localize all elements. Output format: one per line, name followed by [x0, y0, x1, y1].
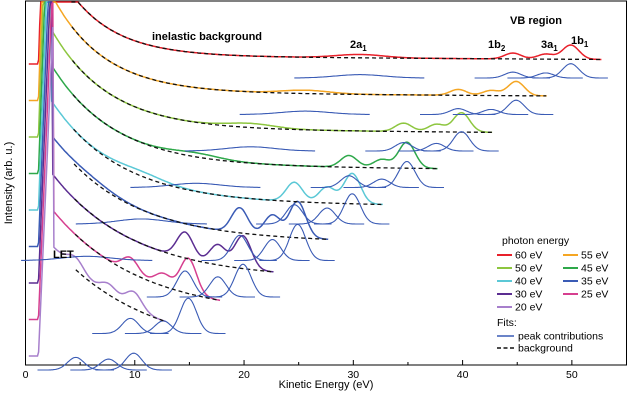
x-tick-label: 0 [23, 369, 29, 381]
plot-frame [25, 0, 627, 366]
background-fit [71, 60, 493, 133]
background-fit [74, 198, 274, 273]
peak-contribution [477, 99, 554, 116]
legend-label: 30 eV [515, 289, 542, 301]
fit-legend-label: peak contributions [518, 331, 603, 343]
x-tick-label: 40 [457, 369, 469, 381]
peak-contribution [288, 207, 365, 225]
peak-contribution [474, 71, 550, 79]
x-tick-label: 10 [129, 369, 141, 381]
peak-contribution [423, 131, 499, 152]
series-line [28, 26, 166, 357]
peak-contribution [70, 358, 147, 371]
let-label: LET [53, 249, 74, 261]
legend-label: 60 eV [515, 250, 542, 262]
legend-label: 55 eV [581, 250, 608, 262]
peak-contribution [239, 110, 370, 115]
legend-label: 25 eV [581, 289, 608, 301]
peak-label-1b1: 1b1 [571, 35, 589, 49]
legend-label: 35 eV [581, 276, 608, 288]
peak-contribution [37, 356, 114, 371]
x-tick-label: 50 [566, 369, 578, 381]
peak-contribution [259, 223, 335, 262]
peak-contribution [21, 255, 153, 261]
peak-contribution [294, 74, 425, 79]
x-tick-label: 30 [347, 369, 359, 381]
inelastic-background-label: inelastic background [152, 31, 262, 43]
peak-contribution [179, 276, 255, 298]
series-layer [28, 1, 602, 357]
peak-contribution [130, 182, 261, 188]
legend-label: 20 eV [515, 302, 542, 314]
x-axis-ticks: 0 10 20 30 40 50 [23, 360, 578, 381]
peak-contribution [343, 178, 419, 189]
series-line [28, 1, 221, 321]
x-axis-label: Kinetic Energy (eV) [279, 379, 374, 391]
background-fit [73, 128, 384, 206]
series-line [28, 1, 602, 65]
fit-layer [21, 1, 608, 371]
vb-region-label: VB region [510, 15, 562, 27]
background-fit [71, 26, 547, 97]
legend-title: photon energy [502, 235, 570, 247]
peak-contribution [150, 297, 226, 335]
series-line [28, 1, 547, 102]
peak-contribution [185, 146, 316, 152]
peak-contribution [75, 218, 207, 225]
peak-contribution [204, 263, 281, 298]
peak-contribution [234, 238, 310, 262]
fits-title: Fits: [497, 317, 517, 329]
legend-entries: 60 eV 55 eV 50 eV 45 eV 40 eV 35 eV 30 eV 25 eV… [497, 250, 608, 314]
peak-contribution [368, 160, 444, 189]
fit-legend-label: background [518, 343, 573, 355]
peak-contribution [452, 108, 529, 116]
background-fit [71, 1, 601, 61]
legend-label: 40 eV [515, 276, 542, 288]
x-tick-label: 20 [238, 369, 250, 381]
peak-contribution [398, 142, 474, 152]
peak-contribution [95, 352, 172, 371]
background-fit [72, 94, 438, 170]
legend-label: 45 eV [581, 263, 608, 275]
peak-contribution [532, 63, 608, 79]
peak-contribution [124, 320, 202, 335]
background-fit [74, 233, 220, 301]
y-axis-label: Intensity (arb. u.) [3, 142, 15, 225]
series-line [28, 1, 438, 175]
peak-label-1b2: 1b2 [488, 39, 506, 53]
peak-contribution [146, 270, 223, 298]
peak-contribution [92, 317, 169, 335]
peak-contribution [256, 204, 332, 225]
peak-label-3a1: 3a1 [541, 39, 558, 53]
legend-label: 50 eV [515, 263, 542, 275]
peak-contribution [314, 193, 390, 225]
peak-contribution [507, 72, 583, 79]
peak-label-2a1: 2a1 [350, 39, 367, 53]
series-line [28, 1, 274, 284]
